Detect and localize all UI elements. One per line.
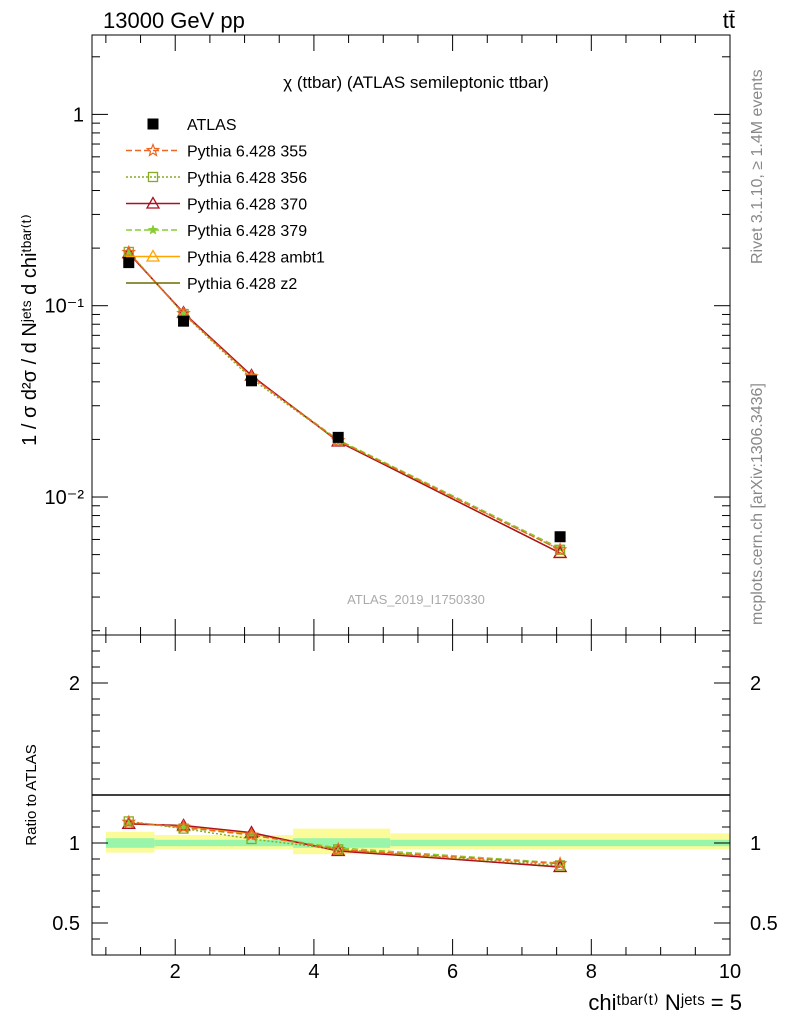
data-point <box>121 244 137 259</box>
ratio-point <box>244 827 259 842</box>
legend-marker <box>145 196 161 209</box>
legend-entry: ATLAS <box>147 117 237 134</box>
ratio-point <box>330 841 346 856</box>
atlas-data-point <box>554 531 566 543</box>
ratio-y-tick-label: 0.5 <box>52 913 80 935</box>
atlas-data-point <box>123 257 135 269</box>
ratio-y-tick-label-right: 0.5 <box>750 913 778 935</box>
ratio-point <box>178 823 189 834</box>
legend-marker <box>147 224 159 235</box>
series-line-pythia-6-428-356 <box>128 251 561 551</box>
legend-label: Pythia 6.428 379 <box>187 223 307 240</box>
atlas-data-point <box>246 375 257 387</box>
x-tick-label: 8 <box>586 961 597 983</box>
ratio-y-axis-label: Ratio to ATLAS <box>23 744 40 845</box>
ratio-point <box>552 856 568 871</box>
ratio-point <box>176 819 191 834</box>
legend-label: Pythia 6.428 370 <box>187 197 307 214</box>
ratio-panel: Ratio to ATLAS 0.5 0.5 1 1 2 2 2 4 6 8 10 chiᵗᵇᵃʳ… <box>23 634 778 1015</box>
legend-entry: Pythia 6.428 356 <box>126 170 307 187</box>
legend-label: ATLAS <box>187 117 237 134</box>
legend-marker <box>145 249 161 262</box>
legend-label: Pythia 6.428 356 <box>187 170 307 187</box>
legend-entry: Pythia 6.428 379 <box>126 223 307 240</box>
ratio-y-tick-label: 2 <box>69 673 80 695</box>
series-line-pythia-6-428-370 <box>128 252 561 554</box>
x-tick-label: 6 <box>447 961 458 983</box>
main-panel: χ (ttbar) (ATLAS semileptonic ttbar) ATL… <box>19 34 731 636</box>
legend-label: Pythia 6.428 355 <box>187 144 307 161</box>
x-tick-label: 10 <box>719 961 741 983</box>
ratio-point <box>121 814 137 829</box>
energy-label: 13000 GeV pp <box>103 8 245 33</box>
ratio-line-pythia-6-428-356 <box>128 820 561 867</box>
atlas-data-point <box>178 315 190 327</box>
legend-marker <box>147 171 159 183</box>
main-y-tick-label: 1 <box>73 104 84 126</box>
ratio-line-pythia-6-428-355 <box>128 821 561 865</box>
main-y-axis-label: 1 / σ d²σ / d Nʲᵉᵗˢ d chiᵗᵇᵃʳ⁽ᵗ⁾ <box>19 214 41 446</box>
process-label: tt̄ <box>723 8 735 33</box>
legend-marker <box>145 142 161 157</box>
chart-title: χ (ttbar) (ATLAS semileptonic ttbar) <box>283 73 549 92</box>
uncertainty-band-inner <box>390 839 730 847</box>
legend-label: Pythia 6.428 ambt1 <box>187 250 325 267</box>
main-y-tick-label: 10⁻² <box>45 487 85 509</box>
rivet-version-label: Rivet 3.1.10, ≥ 1.4M events <box>749 69 766 264</box>
series-line-pythia-6-428-379 <box>128 251 561 549</box>
uncertainty-band-inner <box>154 839 294 847</box>
atlas-data-point <box>332 431 344 443</box>
series-line-pythia-6-428-z2 <box>128 252 561 554</box>
ratio-point <box>554 860 566 871</box>
legend-entry: Pythia 6.428 370 <box>126 196 307 214</box>
source-label: mcplots.cern.ch [arXiv:1306.3436] <box>749 383 766 625</box>
ratio-y-tick-label-right: 2 <box>750 673 761 695</box>
ratio-point <box>246 833 257 845</box>
x-tick-label: 2 <box>170 961 181 983</box>
legend-entry: Pythia 6.428 ambt1 <box>126 249 325 267</box>
analysis-watermark: ATLAS_2019_I1750330 <box>347 592 485 607</box>
ratio-y-tick-label: 1 <box>69 833 80 855</box>
legend-marker <box>147 118 159 130</box>
x-tick-label: 4 <box>308 961 319 983</box>
legend: ATLAS Pythia 6.428 355 Pythia 6.428 356 Pyt… <box>126 117 325 293</box>
series-line-pythia-6-428-ambt1 <box>128 252 561 554</box>
legend-entry: Pythia 6.428 355 <box>126 142 307 161</box>
ratio-y-tick-label-right: 1 <box>750 833 761 855</box>
x-axis-label: chiᵗᵇᵃʳ⁽ᵗ⁾ Nʲᵉᵗˢ = 5 <box>588 990 742 1015</box>
legend-label: Pythia 6.428 z2 <box>187 276 297 293</box>
legend-entry: Pythia 6.428 z2 <box>126 276 297 293</box>
uncertainty-band-inner <box>293 838 391 848</box>
data-point <box>552 542 568 556</box>
series-line-pythia-6-428-355 <box>128 251 561 551</box>
uncertainty-band-inner <box>105 838 155 848</box>
main-y-tick-label: 10⁻¹ <box>45 296 85 318</box>
